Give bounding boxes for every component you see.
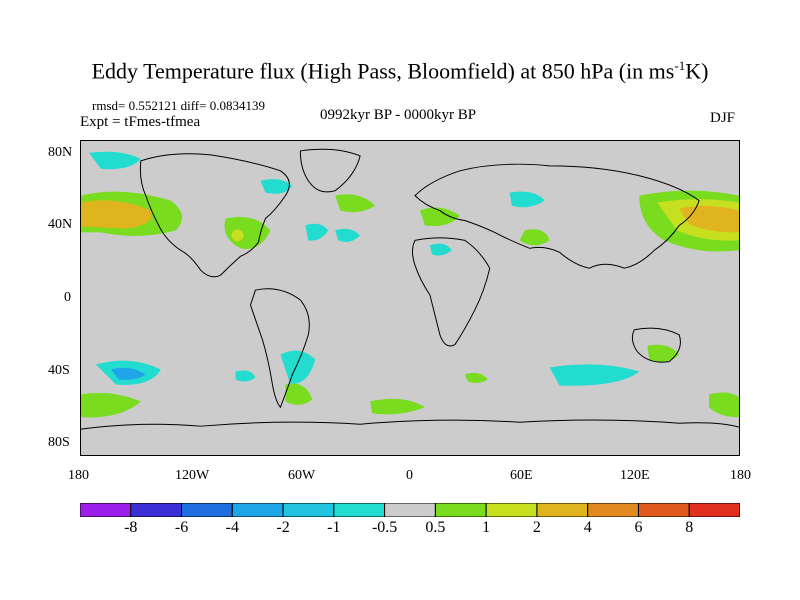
patch-na-core [231,229,244,242]
x-tick-120w: 120W [175,468,210,483]
patch-n-atlantic [335,194,376,213]
y-tick-40n: 40N [48,217,73,232]
colorbar-label-6: 0.5 [425,519,446,536]
patch-pacific-east-core [81,200,152,229]
colorbar-label-1: -6 [174,519,189,536]
coast-eurasia [414,163,700,269]
coast-north-america [139,153,290,278]
x-tick-180w: 180 [68,468,89,483]
colorbar-swatch-4 [282,503,335,517]
coast-australia [631,327,681,363]
coast-africa [411,237,491,347]
patch-mid-green [519,229,550,246]
patch-s-ocean-green-1 [81,392,141,418]
patch-europe-green [419,207,460,227]
x-tick-0: 0 [406,468,413,483]
x-tick-60w: 60W [288,468,316,483]
colorbar-label-2: -4 [225,519,239,536]
patch-atlantic-1 [305,223,329,241]
colorbar-label-3: -2 [276,519,290,536]
patch-europe-north [509,191,545,208]
patch-s-ocean-green-2 [370,398,425,415]
colorbar-label-9: 4 [583,519,592,536]
colorbar-label-11: 8 [685,519,694,536]
y-tick-80s: 80S [48,435,70,450]
colorbar-swatch-8 [485,503,538,517]
experiment-label: Expt = tFmes-tfmea [80,114,201,130]
patch-arctic-canada [88,151,141,170]
patch-s-pacific-cyan-core [110,367,146,380]
colorbar-label-4: -1 [327,519,341,536]
colorbar-label-7: 1 [482,519,491,536]
colorbar-swatch-2 [181,503,233,517]
patch-atlantic-2 [335,228,361,243]
colorbar-swatch-6 [384,503,436,517]
x-tick-60e: 60E [510,468,533,483]
coast-south-america [249,288,310,409]
patch-japan-pacific-core [679,206,739,233]
colorbar-swatch-11 [637,503,690,517]
x-tick-120e: 120E [620,468,650,483]
colorbar-label-5: -0.5 [371,519,398,536]
patch-greenland-w [260,179,293,194]
patch-s-atlantic-cyan [235,370,256,382]
x-tick-180e: 180 [730,468,751,483]
colorbar-swatch-12 [688,503,740,517]
patch-asia-cyan [429,243,452,256]
colorbar-swatch-9 [536,503,589,517]
anomaly-patches [81,151,739,418]
y-tick-0: 0 [64,290,71,305]
map-title: Eddy Temperature flux (High Pass, Bloomf… [91,58,709,84]
season-label: DJF [710,110,736,126]
colorbar-label-10: 6 [634,519,643,536]
patch-s-america-cyan [280,350,316,385]
coast-antarctica [81,419,739,430]
colorbar [80,503,740,517]
y-tick-40s: 40S [48,363,70,378]
colorbar-swatch-1 [130,503,183,517]
patch-australia [647,344,680,362]
colorbar-label-0: -8 [124,519,138,536]
coastlines [81,148,739,430]
world-map [80,140,740,456]
patch-s-pacific-green-east [709,392,739,418]
colorbar-swatch-3 [231,503,284,517]
colorbar-swatch-10 [587,503,639,517]
patch-s-america-green [285,383,313,405]
period-label: 0992kyr BP - 0000kyr BP [320,107,477,123]
colorbar-swatch-0 [80,503,132,517]
colorbar-label-8: 2 [532,519,541,536]
colorbar-swatch-7 [434,503,487,517]
colorbar-swatch-5 [333,503,386,517]
stats-label: rmsd= 0.552121 diff= 0.0834139 [92,98,265,113]
patch-s-indian-cyan [549,364,640,386]
coast-greenland [299,148,361,193]
patch-s-ocean-green-3 [464,372,488,384]
y-tick-80n: 80N [48,145,73,160]
